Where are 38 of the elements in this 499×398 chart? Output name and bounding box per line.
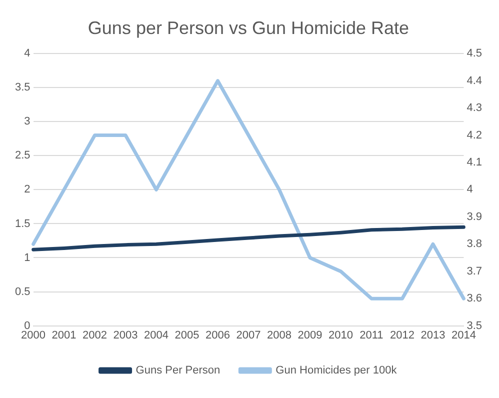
x-tick-label: 2005 xyxy=(174,329,200,342)
y-tick-label: 1 xyxy=(24,252,30,264)
chart-title: Guns per Person vs Gun Homicide Rate xyxy=(88,18,410,38)
y-tick-label: 3.5 xyxy=(14,82,30,94)
legend-label: Guns Per Person xyxy=(136,364,220,377)
y2-tick-label: 3.9 xyxy=(466,210,482,223)
x-tick-label: 2014 xyxy=(451,329,476,342)
x-tick-label: 2008 xyxy=(267,329,292,342)
x-tick-label: 2011 xyxy=(360,329,384,342)
x-tick-label: 2010 xyxy=(328,329,353,342)
x-tick-label: 2006 xyxy=(206,329,230,342)
y-tick-label: 2 xyxy=(24,184,30,196)
x-tick-label: 2009 xyxy=(298,329,322,342)
x-tick-label: 2001 xyxy=(52,329,76,342)
y2-tick-label: 4 xyxy=(466,184,473,196)
y-tick-label: 4 xyxy=(24,48,30,60)
y-tick-label: 0.5 xyxy=(14,286,30,298)
y2-tick-label: 4.5 xyxy=(466,48,482,60)
y2-tick-label: 3.6 xyxy=(466,292,482,305)
x-tick-label: 2004 xyxy=(144,329,169,342)
x-tick-label: 2007 xyxy=(236,329,261,342)
x-tick-label: 2002 xyxy=(82,329,108,342)
y2-tick-label: 3.5 xyxy=(466,320,482,332)
legend-label: Gun Homicides per 100k xyxy=(276,364,398,377)
y2-tick-label: 4.1 xyxy=(466,156,482,169)
y2-tick-label: 3.7 xyxy=(466,265,482,278)
y2-tick-label: 4.4 xyxy=(466,74,482,87)
x-tick-label: 2000 xyxy=(21,329,46,342)
x-tick-label: 2012 xyxy=(390,329,414,342)
x-tick-label: 2013 xyxy=(420,329,446,342)
y2-tick-label: 4.2 xyxy=(466,129,482,142)
y-tick-label: 2.5 xyxy=(14,150,30,162)
y-tick-label: 1.5 xyxy=(14,218,30,230)
y-tick-label: 0 xyxy=(24,320,30,332)
y-tick-label: 3 xyxy=(24,116,30,128)
y2-tick-label: 3.8 xyxy=(466,238,482,250)
y2-tick-label: 4.3 xyxy=(466,102,482,114)
x-tick-label: 2003 xyxy=(113,329,138,342)
